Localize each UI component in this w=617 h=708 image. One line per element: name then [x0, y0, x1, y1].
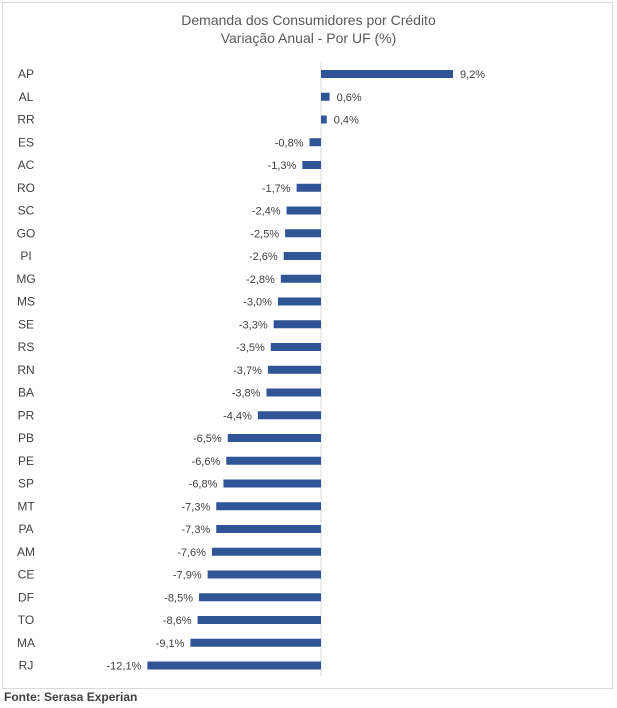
bar-rj — [147, 661, 321, 670]
data-label-pr: -4,4% — [223, 410, 252, 422]
source-note: Fonte: Serasa Experian — [4, 690, 138, 704]
category-label-pe: PE — [18, 454, 34, 468]
category-label-go: GO — [17, 226, 36, 240]
data-label-ma: -9,1% — [156, 638, 185, 650]
bar-go — [285, 229, 321, 238]
category-label-mg: MG — [16, 272, 35, 286]
category-label-ap: AP — [18, 67, 34, 81]
data-label-pe: -6,6% — [192, 456, 221, 468]
data-label-rs: -3,5% — [236, 342, 265, 354]
category-label-ro: RO — [17, 181, 35, 195]
bar-ba — [266, 388, 321, 397]
data-label-ms: -3,0% — [243, 297, 272, 309]
category-label-df: DF — [18, 590, 34, 604]
bars — [147, 70, 454, 670]
category-label-rr: RR — [17, 113, 35, 127]
category-label-rn: RN — [17, 363, 34, 377]
data-label-se: -3,3% — [239, 319, 268, 331]
bar-pi — [283, 252, 321, 260]
bar-pa — [216, 525, 321, 533]
bar-rn — [267, 365, 321, 374]
data-label-ce: -7,9% — [173, 570, 202, 582]
bar-sc — [286, 206, 321, 215]
category-label-am: AM — [17, 545, 35, 559]
category-label-sp: SP — [18, 477, 34, 491]
category-label-mt: MT — [17, 499, 35, 513]
category-label-al: AL — [19, 90, 34, 104]
bar-al — [321, 92, 330, 101]
data-labels: 9,2% 0,6% 0,4% -0,8% -1,3% -1,7% -2,4% -2,5% -2,… — [107, 69, 486, 673]
data-label-pa: -7,3% — [181, 524, 210, 536]
data-label-ap: 9,2% — [460, 69, 485, 81]
data-label-ba: -3,8% — [232, 388, 261, 400]
bar-es — [309, 138, 321, 147]
category-label-ba: BA — [18, 386, 34, 400]
data-label-am: -7,6% — [177, 547, 206, 559]
category-label-ce: CE — [18, 568, 35, 582]
bar-df — [199, 593, 321, 602]
data-label-go: -2,5% — [250, 228, 279, 240]
bar-rr — [321, 115, 327, 124]
chart-title: Demanda dos Consumidores por Crédito — [181, 12, 436, 28]
bar-chart: AP AL RR ES AC RO SC GO PI MG MS SE RS RN BA PR PB PE SP MT… — [16, 62, 486, 676]
data-label-pb: -6,5% — [193, 433, 222, 445]
bar-pr — [257, 411, 321, 420]
data-label-mg: -2,8% — [246, 274, 275, 286]
data-label-al: 0,6% — [337, 92, 362, 104]
category-labels: AP AL RR ES AC RO SC GO PI MG MS SE RS RN BA PR PB PE SP MT… — [16, 67, 35, 673]
category-label-to: TO — [18, 613, 34, 627]
data-label-rj: -12,1% — [107, 661, 142, 673]
category-label-se: SE — [18, 317, 34, 331]
category-label-pb: PB — [18, 431, 34, 445]
chart-subtitle: Variação Anual - Por UF (%) — [220, 30, 397, 46]
bar-mt — [216, 502, 321, 511]
bar-ap — [321, 70, 454, 78]
data-label-pi: -2,6% — [249, 251, 278, 263]
category-label-ma: MA — [17, 636, 35, 650]
category-label-pa: PA — [18, 522, 33, 536]
category-label-rs: RS — [18, 340, 35, 354]
bar-ce — [207, 570, 321, 579]
bar-am — [211, 547, 321, 556]
bar-mg — [280, 274, 321, 283]
category-label-ac: AC — [18, 158, 35, 172]
data-label-rn: -3,7% — [233, 365, 262, 377]
data-label-mt: -7,3% — [181, 501, 210, 513]
category-label-pi: PI — [20, 249, 31, 263]
data-label-df: -8,5% — [164, 592, 193, 604]
bar-sp — [223, 479, 321, 488]
category-label-rj: RJ — [19, 659, 34, 673]
bar-pe — [226, 456, 321, 465]
category-label-ms: MS — [17, 295, 35, 309]
category-label-sc: SC — [18, 204, 35, 218]
bar-pb — [227, 434, 321, 442]
data-label-rr: 0,4% — [334, 115, 359, 127]
category-label-es: ES — [18, 135, 34, 149]
bar-rs — [270, 343, 321, 351]
data-label-sp: -6,8% — [189, 479, 218, 491]
bar-ro — [296, 183, 321, 192]
data-label-ac: -1,3% — [268, 160, 297, 172]
bar-to — [197, 616, 321, 624]
bar-se — [273, 320, 321, 329]
data-label-es: -0,8% — [275, 137, 304, 149]
bar-ma — [190, 638, 321, 647]
data-label-sc: -2,4% — [252, 206, 281, 218]
category-label-pr: PR — [18, 408, 35, 422]
bar-ac — [302, 161, 321, 169]
bar-ms — [277, 297, 321, 306]
data-label-to: -8,6% — [163, 615, 192, 627]
data-label-ro: -1,7% — [262, 183, 291, 195]
